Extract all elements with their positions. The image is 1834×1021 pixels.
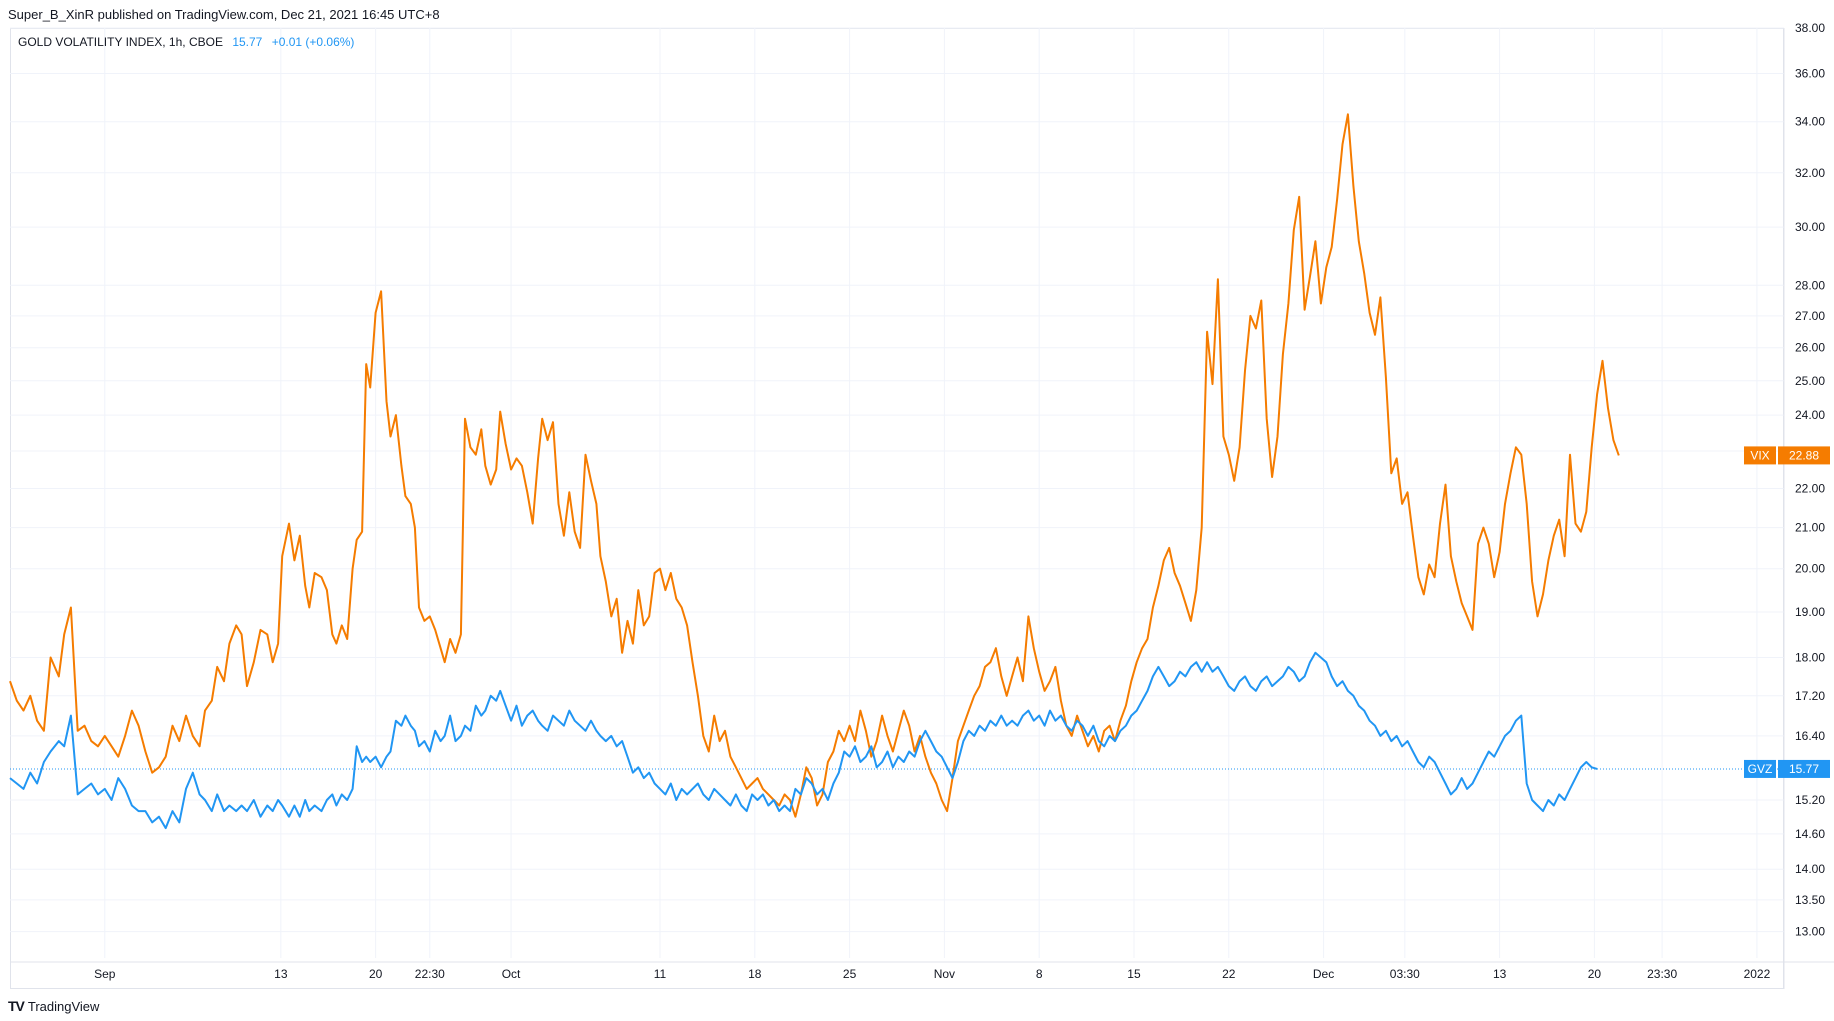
x-tick-label: 22 bbox=[1222, 967, 1236, 981]
y-tick-label: 22.00 bbox=[1795, 481, 1825, 495]
brand-name: TradingView bbox=[27, 998, 100, 1014]
footer: TV TradingView bbox=[8, 998, 99, 1014]
series-tag-bg bbox=[1744, 759, 1776, 778]
y-tick-label: 28.00 bbox=[1795, 278, 1825, 292]
series-value-bg bbox=[1778, 446, 1830, 465]
y-tick-label: 13.00 bbox=[1795, 925, 1825, 939]
y-tick-label: 14.60 bbox=[1795, 827, 1825, 841]
y-tick-label: 38.00 bbox=[1795, 21, 1825, 35]
tradingview-logo-icon: TV bbox=[8, 998, 25, 1014]
y-tick-label: 26.00 bbox=[1795, 341, 1825, 355]
y-tick-label: 32.00 bbox=[1795, 166, 1825, 180]
x-tick-label: 20 bbox=[369, 967, 383, 981]
x-tick-label: 8 bbox=[1036, 967, 1043, 981]
x-tick-label: 18 bbox=[748, 967, 762, 981]
publish-info: Super_B_XinR published on TradingView.co… bbox=[8, 7, 440, 22]
x-tick-label: Sep bbox=[94, 967, 116, 981]
y-tick-label: 34.00 bbox=[1795, 115, 1825, 129]
y-tick-label: 19.00 bbox=[1795, 605, 1825, 619]
x-tick-label: 20 bbox=[1588, 967, 1602, 981]
x-tick-label: 03:30 bbox=[1390, 967, 1420, 981]
y-tick-label: 13.50 bbox=[1795, 893, 1825, 907]
y-tick-label: 25.00 bbox=[1795, 374, 1825, 388]
y-tick-label: 30.00 bbox=[1795, 220, 1825, 234]
series-tag-name: VIX bbox=[1750, 448, 1769, 462]
series-line-vix bbox=[9, 113, 1620, 818]
header: Super_B_XinR published on TradingView.co… bbox=[0, 0, 1834, 28]
x-tick-label: 13 bbox=[274, 967, 288, 981]
x-tick-label: Dec bbox=[1313, 967, 1334, 981]
series-value-label: 15.77 bbox=[1789, 762, 1819, 776]
x-tick-label: 22:30 bbox=[415, 967, 445, 981]
y-tick-label: 27.00 bbox=[1795, 309, 1825, 323]
x-tick-label: 15 bbox=[1127, 967, 1141, 981]
series-value-bg bbox=[1778, 759, 1830, 778]
legend-value: 15.77 bbox=[232, 35, 263, 49]
series-line-gvz bbox=[9, 651, 1598, 830]
y-tick-label: 15.20 bbox=[1795, 793, 1825, 807]
chart-legend: GOLD VOLATILITY INDEX, 1h, CBOE 15.77 +0… bbox=[18, 35, 354, 49]
y-tick-label: 20.00 bbox=[1795, 562, 1825, 576]
y-tick-label: 36.00 bbox=[1795, 67, 1825, 81]
y-tick-label: 24.00 bbox=[1795, 408, 1825, 422]
series-tag-name: GVZ bbox=[1748, 762, 1773, 776]
y-tick-label: 21.00 bbox=[1795, 521, 1825, 535]
x-tick-label: 11 bbox=[654, 967, 667, 981]
series-tag-bg bbox=[1744, 446, 1776, 465]
y-tick-label: 17.20 bbox=[1795, 689, 1825, 703]
legend-change: +0.01 (+0.06%) bbox=[271, 35, 355, 49]
x-tick-label: 2022 bbox=[1744, 967, 1771, 981]
x-tick-label: 25 bbox=[843, 967, 857, 981]
price-label-gvz: GVZ 15.77 bbox=[1744, 759, 1830, 778]
legend-symbol: GOLD VOLATILITY INDEX, 1h, CBOE bbox=[18, 35, 223, 49]
y-tick-label: 14.00 bbox=[1795, 862, 1825, 876]
x-tick-label: 13 bbox=[1493, 967, 1507, 981]
y-tick-label: 18.00 bbox=[1795, 651, 1825, 665]
y-tick-label: 16.40 bbox=[1795, 729, 1825, 743]
x-tick-label: Oct bbox=[502, 967, 521, 981]
x-tick-label: Nov bbox=[934, 967, 955, 981]
price-label-vix: VIX 22.88 bbox=[1744, 446, 1830, 465]
series-value-label: 22.88 bbox=[1789, 448, 1819, 462]
x-tick-label: 23:30 bbox=[1647, 967, 1677, 981]
